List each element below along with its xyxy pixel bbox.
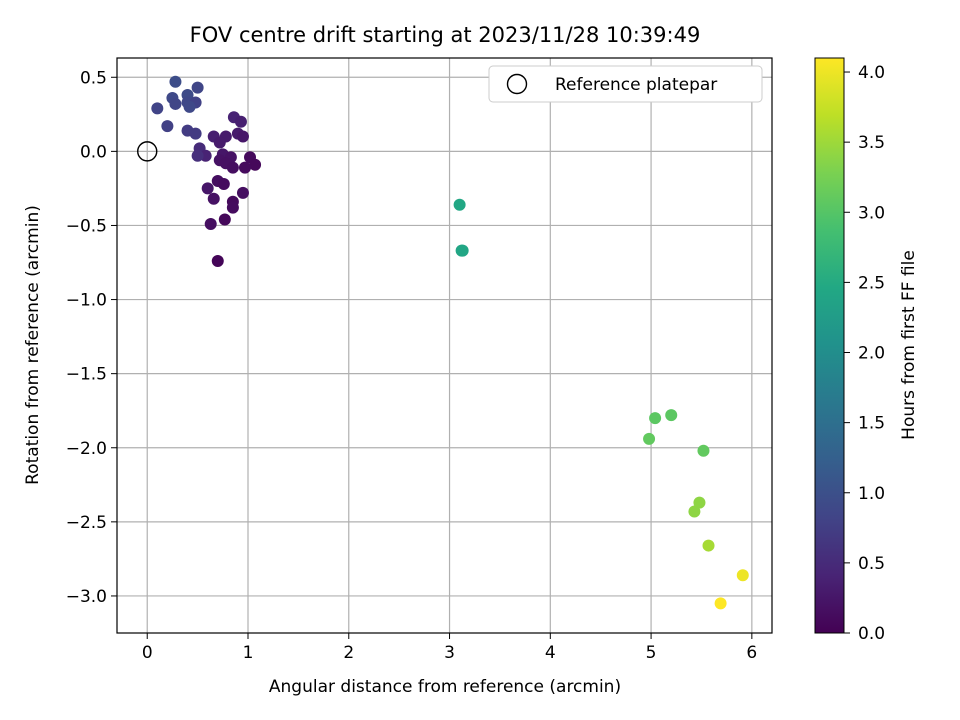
data-point-37 [218,213,231,226]
data-point-40 [453,198,466,211]
x-axis-ticks: 0 1 2 3 4 5 6 [142,633,757,663]
grid-lines [117,58,772,633]
y-tick-label-3: −1.5 [66,365,107,385]
data-point-31 [217,177,230,190]
y-tick-label-5: −0.5 [66,216,107,236]
y-axis-ticks: −3.0 −2.5 −2.0 −1.5 −1.0 −0.5 0.0 0.5 [66,68,117,607]
colorbar-tick-label-7: 3.5 [858,133,885,153]
colorbar: 0.0 0.5 1.0 1.5 2.0 2.5 3.0 3.5 4.0 Hours from f… [814,57,919,644]
data-point-17 [236,130,249,143]
colorbar-tick-label-2: 1.0 [858,484,885,504]
reference-platepar-marker [137,141,158,162]
x-axis-label: Angular distance from reference (arcmin) [269,677,621,697]
data-point-13 [189,127,202,140]
colorbar-tick-label-1: 0.5 [858,554,885,574]
y-tick-label-1: −2.5 [66,513,107,533]
y-tick-label-2: −2.0 [66,439,107,459]
plot-frame [116,57,773,634]
y-tick-label-0: −3.0 [66,587,107,607]
data-point-39 [211,255,224,268]
data-point-36 [226,201,239,214]
data-point-49 [702,539,715,552]
colorbar-ticks: 0.0 0.5 1.0 1.5 2.0 2.5 3.0 3.5 4.0 [844,63,885,644]
colorbar-gradient [814,57,845,634]
data-point-32 [201,182,214,195]
y-tick-label-7: 0.5 [80,68,107,88]
data-point-18 [213,136,226,149]
x-tick-label-0: 0 [142,643,153,663]
chart-title: FOV centre drift starting at 2023/11/28 … [190,23,701,47]
data-point-50 [736,569,749,582]
data-point-27 [249,158,262,171]
legend-entry-reference: Reference platepar [555,75,717,95]
data-point-33 [236,186,249,199]
legend-marker-reference [506,73,528,95]
data-point-38 [204,217,217,230]
colorbar-tick-label-4: 2.0 [858,344,885,364]
x-tick-label-3: 3 [444,643,455,663]
y-tick-label-4: −1.0 [66,291,107,311]
data-point-51 [714,597,727,610]
data-point-45 [643,432,656,445]
data-point-34 [207,192,220,205]
data-point-4 [169,97,182,110]
x-tick-label-4: 4 [545,643,556,663]
y-tick-label-6: 0.0 [80,142,107,162]
data-point-28 [226,161,239,174]
data-point-11 [161,120,174,133]
data-point-1 [191,81,204,94]
colorbar-tick-label-5: 2.5 [858,273,885,293]
data-point-10 [234,115,247,128]
colorbar-label: Hours from first FF file [899,250,919,440]
x-tick-label-5: 5 [646,643,657,663]
data-point-43 [665,409,678,422]
colorbar-tick-label-3: 1.5 [858,414,885,434]
legend-box [488,65,763,103]
x-tick-label-6: 6 [746,643,757,663]
data-point-44 [649,412,662,425]
data-point-7 [151,102,164,115]
x-tick-label-1: 1 [243,643,254,663]
data-point-47 [693,496,706,509]
colorbar-tick-label-6: 3.0 [858,203,885,223]
data-point-29 [238,161,251,174]
legend: Reference platepar [488,65,763,103]
data-point-48 [688,505,701,518]
data-point-8 [183,100,196,113]
data-point-46 [697,444,710,457]
y-axis-label: Rotation from reference (arcmin) [23,205,43,485]
data-point-0 [169,75,182,88]
data-points [137,75,749,610]
data-point-22 [191,149,204,162]
colorbar-tick-label-0: 0.0 [858,624,885,644]
colorbar-tick-label-8: 4.0 [858,63,885,83]
data-point-42 [456,244,469,257]
x-tick-label-2: 2 [343,643,354,663]
